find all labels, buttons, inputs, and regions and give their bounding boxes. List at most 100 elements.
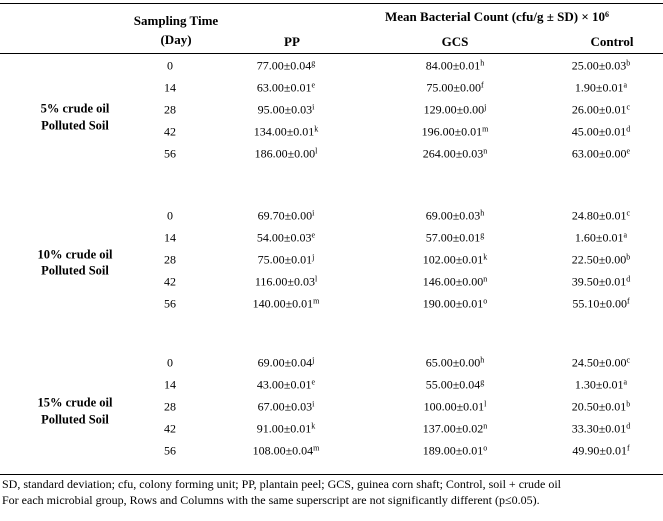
cell-day-value: 14 [164,230,176,245]
cell-day: 28 [164,253,176,268]
cell-pp-value: 116.00±0.03 [254,274,315,289]
cell-pp-superscript: m [313,443,320,453]
cell-gcs-value: 129.00±0.00 [423,102,485,117]
cell-pp-value: 63.00±0.01 [256,80,312,95]
cell-pp-value: 54.00±0.03 [256,230,312,245]
cell-day-value: 0 [167,58,173,73]
cell-control-value: 49.90±0.01 [572,443,627,458]
cell-day: 42 [164,275,176,290]
cell-gcs: 65.00±0.00h [426,356,485,371]
cell-pp: 108.00±0.04m [253,444,320,459]
cell-control: 24.50±0.00c [572,356,630,371]
footnote-abbreviations: SD, standard deviation; cfu, colony form… [2,477,562,491]
cell-gcs-superscript: j [484,102,487,112]
cell-gcs: 146.00±0.00n [423,275,488,290]
cell-day: 14 [164,81,176,96]
cell-control: 26.00±0.01c [572,103,630,118]
cell-pp: 91.00±0.01k [257,422,316,437]
cell-control-value: 55.10±0.00 [572,296,627,311]
column-header-pp: PP [284,34,300,49]
cell-gcs-superscript: o [483,443,488,453]
cell-gcs: 137.00±0.02n [423,422,488,437]
cell-pp: 69.70±0.00i [258,209,315,224]
cell-control: 25.00±0.03b [572,59,631,74]
cell-control: 20.50±0.01b [572,400,631,415]
cell-pp-value: 75.00±0.01 [257,252,313,267]
cell-pp-superscript: k [311,421,316,431]
header-day: (Day) [160,32,192,47]
cell-gcs: 102.00±0.01k [423,253,488,268]
cell-day: 14 [164,231,176,246]
cell-pp-superscript: m [313,296,320,306]
cell-control-value: 63.00±0.00 [571,146,627,161]
cell-gcs-value: 100.00±0.01 [423,399,485,414]
cell-pp-value: 77.00±0.04 [256,58,312,73]
cell-gcs-value: 137.00±0.02 [422,421,484,436]
cell-day: 0 [167,209,173,224]
cell-control-value: 24.80±0.01 [571,208,627,223]
cell-pp-superscript: e [311,377,316,387]
cell-gcs-value: 57.00±0.01 [425,230,481,245]
cell-pp: 75.00±0.01j [258,253,315,268]
group-label-line1: 5% crude oil [40,101,110,116]
cell-gcs-value: 84.00±0.01 [425,58,481,73]
cell-control-value: 39.50±0.01 [571,274,627,289]
cell-gcs-value: 196.00±0.01 [421,124,483,139]
cell-pp-value: 69.70±0.00 [257,208,313,223]
cell-gcs-value: 69.00±0.03 [425,208,481,223]
cell-gcs: 55.00±0.04g [426,378,485,393]
cell-control: 39.50±0.01d [572,275,631,290]
cell-gcs: 189.00±0.01o [423,444,488,459]
cell-gcs-value: 264.00±0.03 [422,146,484,161]
cell-pp-superscript: i [312,208,315,218]
cell-pp: 116.00±0.03l [255,275,317,290]
cell-pp: 69.00±0.04j [258,356,315,371]
cell-pp-value: 140.00±0.01 [252,296,314,311]
cell-control: 49.90±0.01f [572,444,629,459]
cell-day-value: 0 [167,208,173,223]
cell-pp-superscript: j [312,252,315,262]
cell-pp-superscript: g [311,58,316,68]
cell-day: 0 [167,59,173,74]
header-bottom-rule [0,53,663,54]
cell-gcs: 84.00±0.01h [426,59,485,74]
cell-control-value: 1.30±0.01 [574,377,624,392]
cell-gcs-value: 65.00±0.00 [425,355,481,370]
cell-gcs: 190.00±0.01o [423,297,488,312]
cell-control-superscript: d [626,124,631,134]
footnote-significance: For each microbial group, Rows and Colum… [2,493,540,507]
cell-control: 45.00±0.01d [572,125,631,140]
table-bottom-rule [0,474,663,475]
cell-day: 28 [164,400,176,415]
cell-control-superscript: c [626,208,631,218]
cell-gcs: 75.00±0.00f [426,81,483,96]
cell-gcs-superscript: h [480,355,485,365]
cell-pp-superscript: e [311,80,316,90]
cell-control-superscript: d [626,421,631,431]
cell-control-superscript: b [626,252,631,262]
cell-day-value: 56 [164,146,176,161]
cell-pp-value: 134.00±0.01 [253,124,315,139]
cell-pp-superscript: i [312,399,315,409]
cell-control-superscript: a [623,80,628,90]
cell-gcs-superscript: f [480,80,484,90]
cell-gcs-superscript: k [483,252,488,262]
header-mean-count-text: Mean Bacterial Count (cfu/g ± SD) × 10 [385,9,605,24]
cell-day: 42 [164,422,176,437]
cell-gcs: 129.00±0.00j [424,103,487,118]
cell-day-value: 28 [164,252,176,267]
cell-control: 1.90±0.01a [575,81,627,96]
header-sampling-time: Sampling Time [133,13,219,28]
cell-pp: 63.00±0.01e [257,81,315,96]
cell-pp: 67.00±0.03i [258,400,315,415]
cell-day-value: 56 [164,443,176,458]
cell-pp-superscript: i [312,102,315,112]
cell-pp-superscript: l [315,146,318,156]
cell-gcs-superscript: m [482,124,489,134]
cell-pp: 43.00±0.01e [257,378,315,393]
cell-control-superscript: e [626,146,631,156]
cell-pp: 140.00±0.01m [253,297,320,312]
cell-pp: 77.00±0.04g [257,59,316,74]
cell-pp-value: 91.00±0.01 [256,421,312,436]
group-label-line1: 10% crude oil [37,247,113,262]
